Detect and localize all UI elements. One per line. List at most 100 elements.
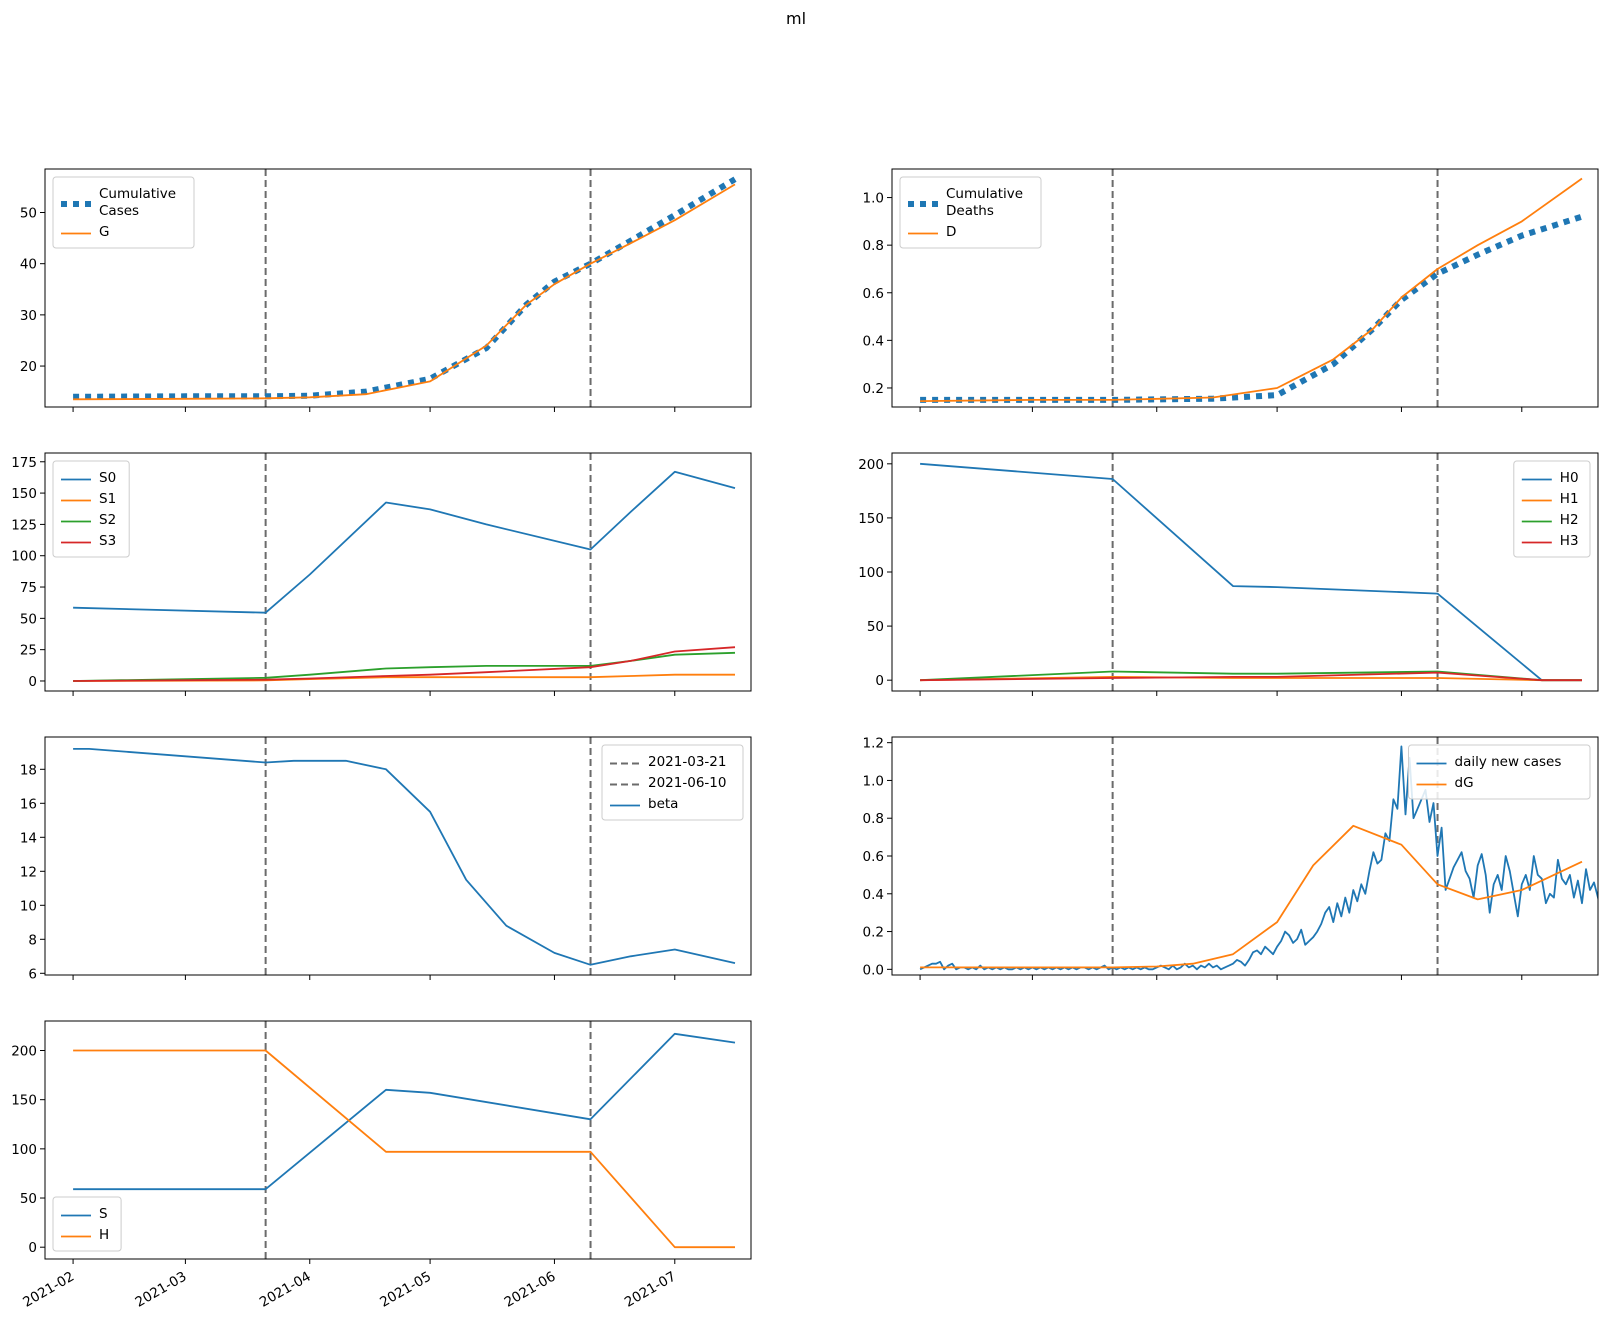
series-group	[73, 176, 737, 401]
legend-box	[52, 176, 195, 249]
axes-frame	[891, 168, 1599, 408]
legend-label: H0	[1560, 470, 1579, 486]
legend-label-line: S0	[99, 470, 116, 486]
series-line-cumulative-cases	[73, 176, 737, 400]
series-line-h	[73, 1049, 735, 1249]
legend-label-line: S2	[99, 512, 116, 528]
legend: Cumulative Cases G	[52, 176, 195, 249]
legend-label: Cumulative Deaths	[946, 186, 1023, 219]
y-tick-label: 200	[858, 457, 884, 473]
legend-label: G	[99, 224, 109, 240]
legend-label-line: H2	[1560, 512, 1579, 528]
y-tick-label: 1.0	[863, 191, 884, 207]
y-tick-label: 0.4	[863, 887, 884, 903]
legend-box	[52, 1196, 122, 1252]
legend-label-line: S	[99, 1206, 108, 1222]
axes-frame	[44, 1020, 752, 1260]
y-tick-label: 50	[20, 1191, 37, 1207]
legend: H0 H1 H2 H3	[1513, 460, 1591, 558]
legend-label: H	[99, 1227, 109, 1243]
legend: daily new cases dG	[1408, 744, 1591, 800]
legend: 2021-03-21 2021-06-10 beta	[601, 744, 744, 821]
subplot-h-compartments: 0 50 100 150 200 H0 H1 H2 H3	[858, 452, 1599, 696]
subplot-beta: 6 8 10 12 14 16 18 2021-03-21 2021-06-10 beta	[20, 736, 752, 982]
y-tick-label: 18	[20, 762, 37, 778]
y-tick-label: 0	[875, 673, 884, 689]
y-tick-label: 20	[20, 359, 37, 375]
legend-label-line: D	[946, 224, 956, 240]
y-tick-label: 40	[20, 257, 37, 273]
series-group	[73, 748, 736, 966]
y-tick-label: 25	[20, 643, 37, 659]
y-tick-label: 1.2	[863, 736, 884, 752]
legend-label: 2021-03-21	[648, 754, 726, 770]
axes-frame	[44, 736, 752, 976]
y-tick-label: 125	[11, 517, 37, 533]
legend-label-line: S1	[99, 491, 116, 507]
legend: S0 S1 S2 S3	[52, 460, 130, 558]
y-tick-label: 0.8	[863, 811, 884, 827]
legend: SH	[52, 1196, 122, 1252]
legend-label: H2	[1560, 512, 1579, 528]
series-group	[920, 177, 1583, 403]
y-tick-label: 0.2	[863, 381, 884, 397]
legend-label: H1	[1560, 491, 1579, 507]
series-line-d	[920, 177, 1583, 402]
legend-label: S2	[99, 512, 116, 528]
y-tick-label: 50	[20, 206, 37, 222]
legend-label-line: H	[99, 1227, 109, 1243]
legend-label: beta	[648, 796, 678, 812]
legend-box	[52, 460, 130, 558]
legend-label-line: beta	[648, 796, 678, 812]
y-tick-label: 0.0	[863, 962, 884, 978]
series-group	[73, 1032, 736, 1249]
y-tick-label: 0.4	[863, 333, 884, 349]
series-line-cumulative-deaths	[920, 213, 1583, 403]
series-group	[920, 462, 1582, 682]
legend-label-line: 2021-06-10	[648, 775, 726, 791]
y-tick-label: 0.6	[863, 286, 884, 302]
legend-label-line: H3	[1560, 533, 1579, 549]
y-tick-label: 12	[20, 864, 37, 880]
y-tick-label: 200	[11, 1044, 37, 1060]
series-line-g	[73, 183, 736, 401]
y-tick-label: 0	[28, 1240, 37, 1256]
legend-label-line: Cumulative	[946, 186, 1023, 202]
legend-label-line: H0	[1560, 470, 1579, 486]
series-line-h3	[920, 671, 1582, 682]
legend-box	[899, 176, 1042, 249]
axes-frame	[44, 168, 752, 408]
y-tick-label: 14	[20, 830, 37, 846]
y-tick-label: 100	[11, 1142, 37, 1158]
y-tick-label: 30	[20, 308, 37, 324]
legend-label: D	[946, 224, 956, 240]
legend-label-line: Deaths	[946, 203, 994, 219]
y-tick-label: 8	[28, 932, 37, 948]
series-line-s	[73, 1032, 736, 1191]
legend-label-line: Cases	[99, 203, 139, 219]
y-tick-label: 50	[20, 611, 37, 627]
legend-label: H3	[1560, 533, 1579, 549]
legend-label: dG	[1455, 775, 1474, 791]
y-tick-label: 0.8	[863, 238, 884, 254]
subplot-cumulative-cases: 20 30 40 50 Cumulative Cases G	[20, 168, 752, 412]
y-tick-label: 16	[20, 796, 37, 812]
legend-label: Cumulative Cases	[99, 186, 176, 219]
y-tick-label: 100	[858, 565, 884, 581]
legend-label-line: daily new cases	[1455, 754, 1562, 770]
legend-label-line: Cumulative	[99, 186, 176, 202]
legend-label: S0	[99, 470, 116, 486]
legend-label: S	[99, 1206, 108, 1222]
series-line-beta	[73, 748, 736, 966]
subplot-s-compartments: 0 25 50 75 100 125 150 175 S0 S1 S2 S3	[11, 452, 752, 696]
legend-label-line: G	[99, 224, 109, 240]
legend-label-line: S3	[99, 533, 116, 549]
y-tick-label: 0	[28, 674, 37, 690]
series-line-daily-new-cases	[919, 745, 1598, 971]
y-tick-label: 10	[20, 898, 37, 914]
series-group	[919, 745, 1598, 971]
axes-frame	[44, 452, 752, 692]
subplot-cumulative-deaths: 0.2 0.4 0.6 0.8 1.0 Cumulative Deaths D	[863, 168, 1599, 412]
y-tick-label: 0.6	[863, 849, 884, 865]
